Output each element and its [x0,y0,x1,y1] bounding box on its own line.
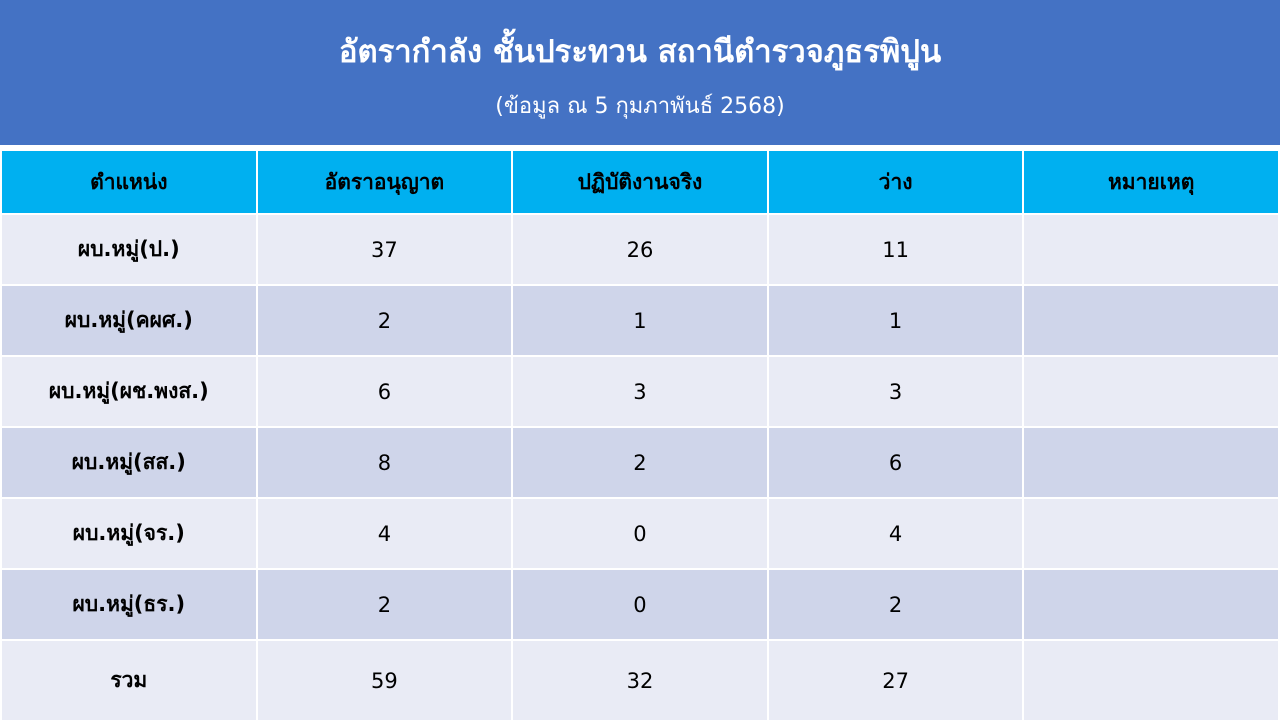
column-header: ว่าง [766,149,1025,215]
vacant-cell: 3 [766,355,1025,428]
actual-cell: 1 [511,284,769,357]
position-cell: ผบ.หมู่(คผศ.) [0,284,258,357]
title-banner: อัตรากำลัง ชั้นประทวน สถานีตำรวจภูธรพิปู… [0,0,1280,145]
authorized-cell: 37 [255,213,514,286]
total-row: รวม 59 32 27 [0,639,1280,722]
table-row: ผบ.หมู่(ป.) 37 26 11 [0,213,1280,286]
authorized-cell: 2 [255,284,514,357]
position-cell: ผบ.หมู่(สส.) [0,426,258,499]
column-header: ตำแหน่ง [0,149,258,215]
vacant-cell: 4 [766,497,1025,570]
table-row: ผบ.หมู่(ธร.) 2 0 2 [0,568,1280,641]
column-header: ปฏิบัติงานจริง [511,149,769,215]
remark-cell [1022,213,1280,286]
remark-cell [1022,355,1280,428]
vacant-cell: 2 [766,568,1025,641]
table-row: ผบ.หมู่(สส.) 8 2 6 [0,426,1280,499]
remark-cell [1022,568,1280,641]
actual-cell: 32 [511,639,769,722]
position-cell: ผบ.หมู่(ธร.) [0,568,258,641]
page-title: อัตรากำลัง ชั้นประทวน สถานีตำรวจภูธรพิปู… [338,34,942,70]
staffing-table: ตำแหน่ง อัตราอนุญาต ปฏิบัติงานจริง ว่าง … [0,149,1280,722]
authorized-cell: 4 [255,497,514,570]
position-cell: ผบ.หมู่(จร.) [0,497,258,570]
actual-cell: 2 [511,426,769,499]
vacant-cell: 1 [766,284,1025,357]
remark-cell [1022,426,1280,499]
position-cell: ผบ.หมู่(ผช.พงส.) [0,355,258,428]
actual-cell: 0 [511,568,769,641]
table-row: ผบ.หมู่(คผศ.) 2 1 1 [0,284,1280,357]
authorized-cell: 6 [255,355,514,428]
actual-cell: 26 [511,213,769,286]
column-header: หมายเหตุ [1022,149,1280,215]
remark-cell [1022,639,1280,722]
vacant-cell: 27 [766,639,1025,722]
position-cell: รวม [0,639,258,722]
page-subtitle: (ข้อมูล ณ 5 กุมภาพันธ์ 2568) [495,94,785,119]
authorized-cell: 59 [255,639,514,722]
authorized-cell: 8 [255,426,514,499]
actual-cell: 3 [511,355,769,428]
remark-cell [1022,497,1280,570]
position-cell: ผบ.หมู่(ป.) [0,213,258,286]
table-row: ผบ.หมู่(จร.) 4 0 4 [0,497,1280,570]
actual-cell: 0 [511,497,769,570]
column-header: อัตราอนุญาต [255,149,514,215]
vacant-cell: 11 [766,213,1025,286]
vacant-cell: 6 [766,426,1025,499]
table-header-row: ตำแหน่ง อัตราอนุญาต ปฏิบัติงานจริง ว่าง … [0,149,1280,215]
table-row: ผบ.หมู่(ผช.พงส.) 6 3 3 [0,355,1280,428]
authorized-cell: 2 [255,568,514,641]
remark-cell [1022,284,1280,357]
